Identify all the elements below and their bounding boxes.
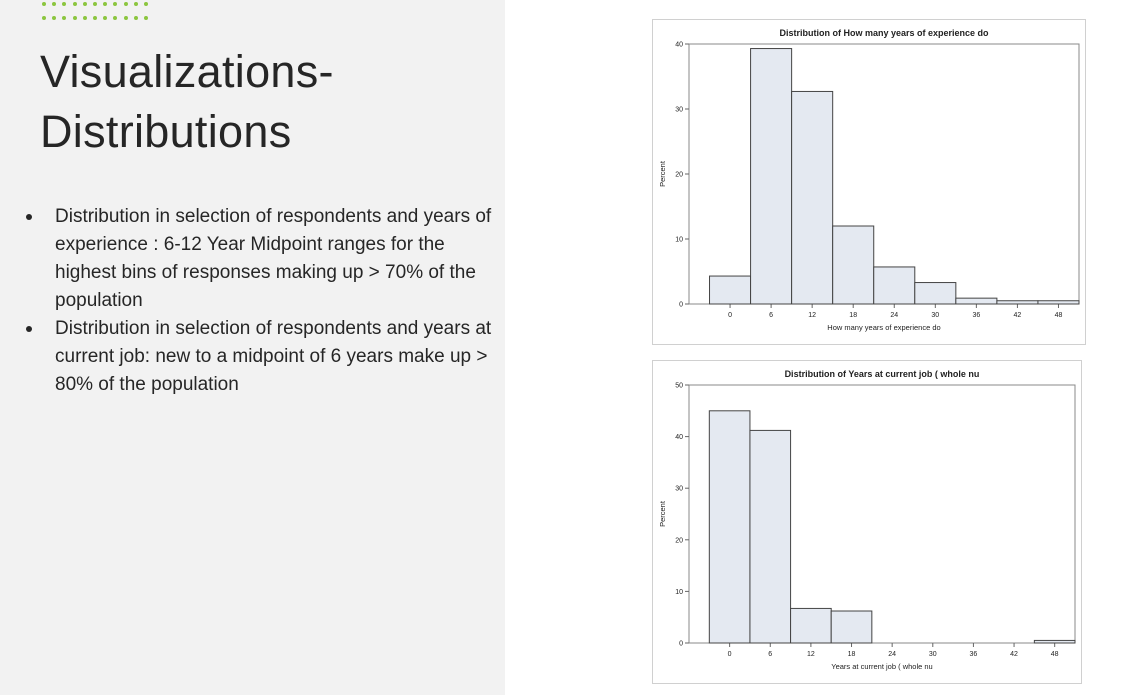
plot-area: [688, 43, 1080, 305]
y-tick-label: 30: [675, 486, 683, 493]
dot-icon: [82, 2, 87, 6]
y-tick-label: 40: [675, 42, 683, 49]
histogram-bar: [749, 429, 792, 644]
x-tick-label: 12: [807, 651, 815, 658]
dot-icon: [113, 2, 118, 6]
y-tick-label: 30: [675, 107, 683, 114]
x-tick-label: 48: [1055, 312, 1063, 319]
x-tick-label: 6: [769, 312, 773, 319]
dot-icon: [103, 16, 108, 20]
histogram-bar: [832, 225, 875, 305]
x-tick-label: 18: [848, 651, 856, 658]
y-tick-label: 40: [675, 434, 683, 441]
x-tick-label: 6: [768, 651, 772, 658]
histogram-bar: [708, 410, 751, 644]
bullet-list: Distribution in selection of respondents…: [24, 203, 494, 399]
bullet-icon: [26, 214, 32, 220]
bullet-text: Distribution in selection of respondents…: [55, 206, 492, 311]
x-axis-label: Years at current job ( whole nu: [831, 662, 932, 671]
histogram-bar: [1033, 639, 1076, 644]
current-job-histogram: Distribution of Years at current job ( w…: [652, 360, 1082, 684]
y-tick-label: 20: [675, 537, 683, 544]
dot-icon: [133, 2, 138, 6]
histogram-bar: [873, 266, 916, 305]
x-tick-label: 36: [972, 312, 980, 319]
histogram-bar: [955, 297, 998, 305]
x-axis-label: How many years of experience do: [827, 323, 940, 332]
x-tick-label: 0: [728, 651, 732, 658]
histogram-bar: [790, 607, 832, 644]
histogram-bar: [996, 300, 1039, 305]
x-tick-label: 0: [728, 312, 732, 319]
x-tick-label: 24: [890, 312, 898, 319]
y-tick-label: 10: [675, 237, 683, 244]
chart-title: Distribution of Years at current job ( w…: [785, 369, 980, 379]
histogram-bar: [1037, 300, 1080, 305]
dot-icon: [133, 16, 138, 20]
experience-histogram-svg: Distribution of How many years of experi…: [658, 28, 1080, 332]
x-tick-label: 12: [808, 312, 816, 319]
dot-icon: [92, 16, 97, 20]
dot-icon: [143, 2, 148, 6]
histogram-bar: [830, 610, 873, 644]
experience-histogram: Distribution of How many years of experi…: [652, 19, 1086, 345]
y-axis-label: Percent: [658, 500, 667, 527]
y-tick-label: 50: [675, 383, 683, 390]
current-job-histogram-svg: Distribution of Years at current job ( w…: [658, 369, 1076, 671]
dot-row: [42, 16, 148, 20]
dot-icon: [113, 16, 118, 20]
dot-icon: [42, 2, 46, 6]
dot-icon: [62, 16, 67, 20]
dot-icon: [123, 2, 128, 6]
dot-icon: [62, 2, 67, 6]
plot-area: [688, 384, 1076, 644]
dot-icon: [72, 2, 77, 6]
slide-title-line: Distributions: [40, 106, 292, 157]
dot-row: [42, 2, 148, 6]
x-tick-label: 18: [849, 312, 857, 319]
y-tick-label: 20: [675, 172, 683, 179]
dot-icon: [143, 16, 148, 20]
y-axis-label: Percent: [658, 160, 667, 187]
dot-icon: [92, 2, 97, 6]
y-tick-label: 0: [679, 302, 683, 309]
bullet-icon: [26, 326, 32, 332]
x-tick-label: 42: [1010, 651, 1018, 658]
slide-title-line: Visualizations-: [40, 46, 334, 97]
dot-icon: [103, 2, 108, 6]
dot-icon: [123, 16, 128, 20]
histogram-bar: [709, 275, 752, 305]
dot-icon: [72, 16, 77, 20]
histogram-bar: [791, 90, 834, 305]
x-tick-label: 36: [970, 651, 978, 658]
dot-icon: [82, 16, 87, 20]
histogram-bar: [914, 282, 957, 305]
x-tick-label: 30: [931, 312, 939, 319]
chart-title: Distribution of How many years of experi…: [779, 28, 989, 38]
y-tick-label: 10: [675, 589, 683, 596]
dot-icon: [42, 16, 46, 20]
dot-icon: [52, 16, 57, 20]
bullet-item: Distribution in selection of respondents…: [24, 203, 494, 315]
y-tick-label: 0: [679, 641, 683, 648]
x-tick-label: 48: [1051, 651, 1059, 658]
bullet-item: Distribution in selection of respondents…: [24, 315, 494, 399]
dot-icon: [52, 2, 57, 6]
x-tick-label: 30: [929, 651, 937, 658]
histogram-bar: [750, 48, 793, 305]
x-tick-label: 42: [1014, 312, 1022, 319]
left-panel: Visualizations- Distributions Distributi…: [0, 0, 505, 695]
decorative-dots: [42, 2, 148, 30]
bullet-text: Distribution in selection of respondents…: [55, 318, 492, 395]
x-tick-label: 24: [888, 651, 896, 658]
slide-title: Visualizations- Distributions: [40, 42, 334, 162]
